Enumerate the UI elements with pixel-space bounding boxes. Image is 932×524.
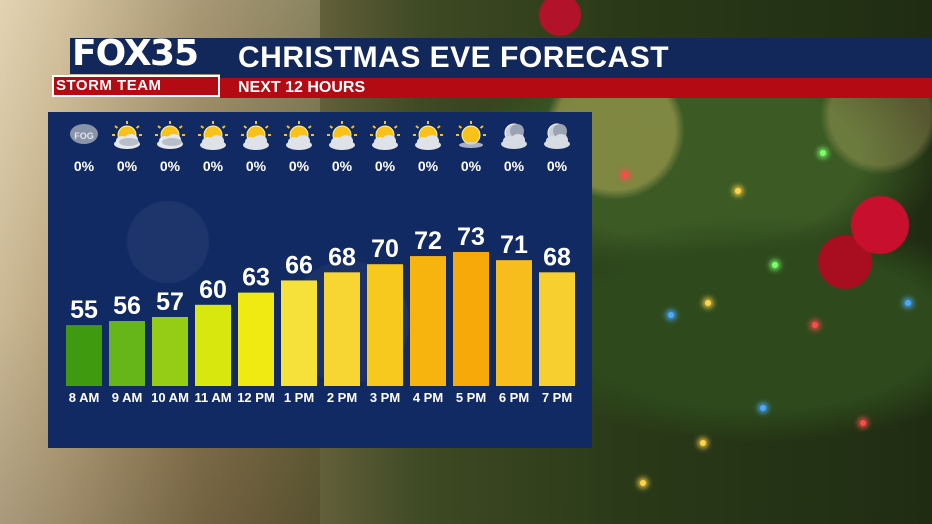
partly-cloudy-icon [111,120,143,150]
subtitle-bar [220,78,932,98]
temperature-bar [66,325,102,386]
temperature-bar [367,264,403,386]
forecast-chart-panel: FOG 0% 0% 0% 0% 0% 0% 0% 0% 0% 0% 0% 0% 55 8 AM 56 9 A… [48,112,592,448]
svg-text:FOG: FOG [74,131,94,141]
temperature-value-label: 71 [500,231,528,259]
partly-sunny-icon [197,120,229,150]
partly-sunny-icon [240,120,272,150]
hour-tick-label: 5 PM [456,390,486,405]
temperature-value-label: 55 [70,296,98,324]
hour-tick-label: 9 AM [112,390,143,405]
temperature-value-label: 60 [199,276,227,304]
temperature-value-label: 68 [543,243,571,271]
precip-label: 0% [331,158,353,174]
temperature-bar [496,260,532,386]
temperature-bar [539,272,575,386]
precip-label: 0% [159,158,181,174]
hour-tick-label: 8 AM [69,390,100,405]
temperature-value-label: 66 [285,251,313,279]
temperature-bar [453,252,489,386]
cloudy-moon-icon [498,120,530,150]
precip-label: 0% [288,158,310,174]
temperature-bar [281,280,317,386]
partly-sunny-icon [412,120,444,150]
temperature-bar [109,321,145,386]
precip-label: 0% [73,158,95,174]
temperature-value-label: 70 [371,235,399,263]
precip-label: 0% [503,158,525,174]
page-subtitle: NEXT 12 HOURS [238,79,366,96]
temperature-bar [238,292,274,386]
precip-label: 0% [374,158,396,174]
logo-team-block [52,75,220,97]
logo-fox-text: FOX [72,33,152,74]
cloudy-moon-icon [541,120,573,150]
temperature-bar-chart: 55 8 AM 56 9 AM 57 10 AM 60 11 AM 63 12 PM 66 1 PM 6… [66,223,575,405]
fog-icon: FOG [68,120,100,150]
temperature-bar [195,304,231,386]
temperature-value-label: 68 [328,243,356,271]
logo-team-text: STORM TEAM [56,77,162,94]
hour-tick-label: 12 PM [237,390,275,405]
hour-tick-label: 4 PM [413,390,443,405]
temperature-value-label: 73 [457,223,485,251]
page-title: CHRISTMAS EVE FORECAST [238,41,670,74]
logo-number-text: 35 [150,33,199,74]
temperature-value-label: 72 [414,227,442,255]
temperature-bar [410,256,446,386]
hour-tick-label: 1 PM [284,390,314,405]
temperature-value-label: 63 [242,264,270,292]
temperature-value-label: 56 [113,292,141,320]
logo-top-block [70,38,220,74]
temperature-value-label: 57 [156,288,184,316]
temperature-bar [152,316,188,386]
precip-label: 0% [116,158,138,174]
title-bar [220,38,932,78]
precip-label: 0% [245,158,267,174]
precip-label: 0% [546,158,568,174]
hour-tick-label: 10 AM [151,390,189,405]
partly-cloudy-icon [154,120,186,150]
hour-tick-label: 2 PM [327,390,357,405]
hour-tick-label: 7 PM [542,390,572,405]
hour-tick-label: 11 AM [194,390,231,405]
sunny-icon [455,120,487,150]
hour-tick-label: 6 PM [499,390,529,405]
partly-sunny-icon [283,120,315,150]
precip-label: 0% [460,158,482,174]
partly-sunny-icon [369,120,401,150]
precip-label: 0% [202,158,224,174]
temperature-bar [324,272,360,386]
precip-label: 0% [417,158,439,174]
partly-sunny-icon [326,120,358,150]
hour-tick-label: 3 PM [370,390,400,405]
